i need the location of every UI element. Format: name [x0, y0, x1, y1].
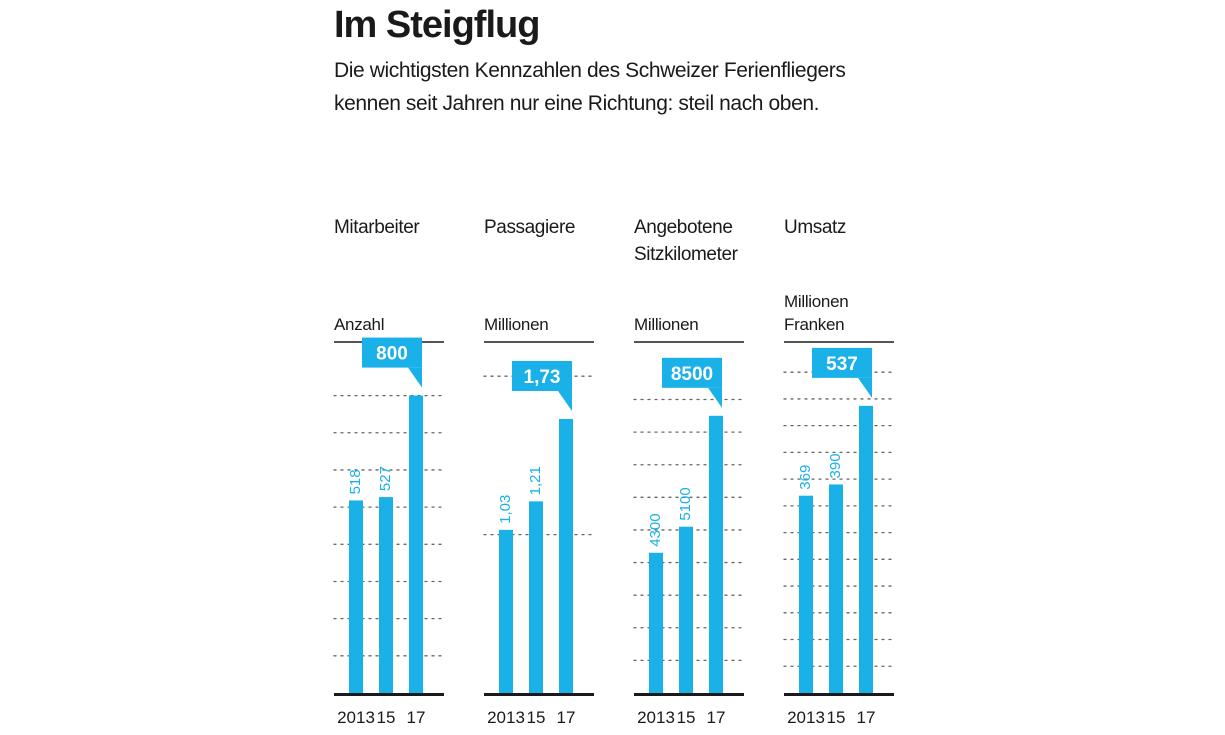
x-tick-label: 15: [377, 708, 396, 727]
x-tick-label: 2013: [787, 708, 825, 727]
bar: [499, 529, 513, 693]
x-tick-label: 2013: [487, 708, 525, 727]
bar: [799, 495, 813, 693]
chart-subtitle: Die wichtigsten Kennzahlen des Schweizer…: [334, 59, 846, 115]
unit-header: Millionen: [484, 285, 594, 343]
callout-box: [512, 360, 572, 391]
panel-title: Passagiere: [484, 217, 576, 238]
panel-sitzkilometer: Angebotene Sitzkilometer Millionen 4300 2…: [633, 0, 784, 735]
bar: [649, 552, 663, 693]
callout-pointer: [558, 390, 572, 411]
callout-box: [662, 357, 722, 388]
panel-passagiere: Passagiere Millionen 1,03 2013 1,21 15 1,73 1…: [483, 0, 634, 735]
callout-box: [812, 347, 872, 378]
unit-header: Millionen: [634, 285, 744, 343]
bar: [349, 500, 363, 693]
panel-title: Mitarbeiter: [334, 217, 420, 238]
unit-label: Millionen Franken: [784, 292, 849, 334]
bar: [559, 418, 573, 693]
bar-chart-mitarbeiter: 518 2013 527 15 800 17: [333, 337, 445, 727]
x-tick-label: 17: [407, 708, 426, 727]
x-tick-label: 2013: [637, 708, 675, 727]
x-tick-label: 17: [857, 708, 876, 727]
x-tick-label: 2013: [337, 708, 375, 727]
x-tick-label: 15: [827, 708, 846, 727]
panel-mitarbeiter: Mitarbeiter Anzahl 518 2013 527 15 800 17: [333, 0, 484, 735]
unit-label: Anzahl: [334, 315, 385, 334]
callout-box: [362, 337, 422, 368]
data-label: 390: [827, 453, 844, 478]
unit-header: Millionen Franken: [784, 285, 894, 343]
data-label: 1,03: [497, 495, 514, 524]
callout-label: 537: [826, 354, 858, 375]
callout-pointer: [408, 367, 422, 388]
panel-umsatz: Umsatz Millionen Franken 369 2013 390 15 537…: [783, 0, 934, 735]
data-label: 518: [347, 469, 364, 494]
unit-label: Millionen: [634, 315, 699, 334]
bar: [829, 484, 843, 693]
panel-title: Umsatz: [784, 217, 846, 238]
bar: [409, 395, 423, 693]
bar: [379, 497, 393, 693]
bar: [709, 415, 723, 693]
callout-pointer: [708, 387, 722, 408]
x-tick-label: 15: [527, 708, 546, 727]
data-label: 1,21: [527, 466, 544, 495]
callout-label: 8500: [671, 364, 713, 385]
callout-pointer: [858, 377, 872, 398]
panel-title: Angebotene Sitzkilometer: [634, 217, 738, 265]
x-tick-label: 17: [707, 708, 726, 727]
data-label: 369: [797, 465, 814, 490]
data-label: 5100: [677, 487, 694, 520]
bar-chart-umsatz: 369 2013 390 15 537 17: [783, 347, 895, 727]
data-label: 527: [377, 466, 394, 491]
bar: [529, 501, 543, 693]
bar: [859, 405, 873, 693]
data-label: 4300: [647, 513, 664, 546]
unit-label: Millionen: [484, 315, 549, 334]
chart-title: Im Steigflug: [334, 4, 540, 46]
x-tick-label: 15: [677, 708, 696, 727]
bar-chart-passagiere: 1,03 2013 1,21 15 1,73 17: [483, 360, 595, 727]
callout-label: 800: [376, 344, 408, 365]
callout-label: 1,73: [524, 367, 561, 388]
bar-chart-sitzkilometer: 4300 2013 5100 15 8500 17: [633, 357, 745, 727]
bar: [679, 526, 693, 693]
x-tick-label: 17: [557, 708, 576, 727]
